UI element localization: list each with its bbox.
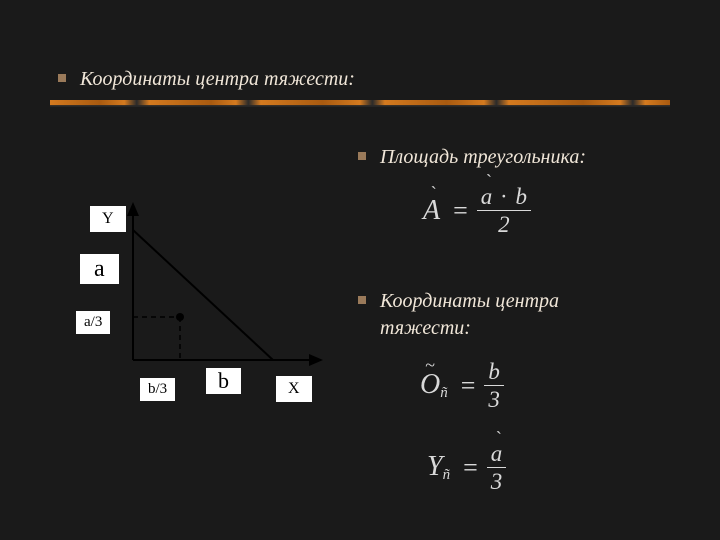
- area-lhs: A: [423, 195, 440, 226]
- yc-num: a: [491, 441, 503, 466]
- xc-den: 3: [488, 386, 500, 411]
- bullet-icon: [358, 296, 366, 304]
- bullet-icon: [58, 74, 66, 82]
- label-X: X: [276, 376, 312, 402]
- centroid-bullet: Координаты центра тяжести:: [358, 288, 638, 342]
- xc-sub: ñ: [440, 385, 448, 401]
- xc-num: b: [484, 360, 504, 386]
- area-num-dot: ·: [500, 184, 508, 209]
- label-a3: a/3: [76, 311, 110, 334]
- label-b: b: [206, 368, 241, 394]
- yc-lhs: Y: [427, 451, 443, 482]
- label-Y: Y: [90, 206, 126, 232]
- label-b3: b/3: [140, 378, 175, 401]
- label-a: a: [80, 254, 119, 284]
- area-den: 2: [498, 211, 510, 236]
- title-text: Координаты центра тяжести:: [80, 66, 355, 93]
- triangle-diagram: Y a a/3 b/3 b X: [78, 200, 328, 420]
- area-label: Площадь треугольника:: [380, 144, 586, 171]
- decor-divider: [50, 100, 670, 106]
- area-num-b: b: [515, 184, 527, 209]
- area-num-a: a: [481, 184, 493, 209]
- formula-yc: Yñ = a 3: [427, 442, 506, 493]
- bullet-icon: [358, 152, 366, 160]
- xc-lhs: O: [420, 369, 440, 400]
- formula-xc: Oñ = b 3: [420, 360, 504, 411]
- area-bullet: Площадь треугольника:: [358, 144, 586, 171]
- formula-area: A = a · b 2: [423, 185, 531, 236]
- title-bullet: Координаты центра тяжести:: [58, 66, 355, 93]
- yc-sub: ñ: [443, 467, 451, 483]
- centroid-label: Координаты центра тяжести:: [380, 288, 638, 342]
- yc-den: 3: [491, 468, 503, 493]
